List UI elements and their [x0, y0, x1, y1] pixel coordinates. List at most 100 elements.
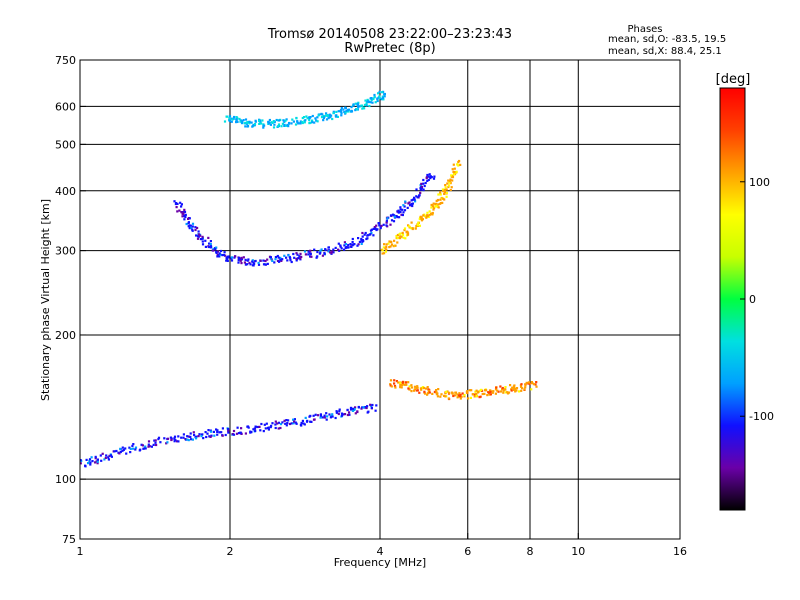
echo-point: [289, 259, 292, 262]
echo-point: [362, 406, 365, 409]
echo-point: [242, 119, 245, 122]
echo-point: [302, 422, 305, 425]
echo-point: [357, 106, 360, 109]
echo-point: [218, 255, 221, 258]
echo-point: [235, 121, 238, 124]
echo-point: [265, 422, 268, 425]
echo-point: [319, 416, 322, 419]
echo-point: [323, 414, 326, 417]
echo-point: [389, 223, 392, 226]
echo-point: [401, 231, 404, 234]
echo-point: [451, 176, 455, 179]
echo-point: [301, 121, 304, 125]
echo-point: [416, 385, 419, 388]
echo-point: [324, 114, 327, 117]
echo-point: [340, 247, 343, 250]
echo-point: [369, 233, 372, 236]
echo-point: [330, 251, 333, 255]
echo-point: [477, 390, 480, 393]
echo-point: [323, 416, 326, 419]
echo-point: [337, 248, 340, 251]
echo-point: [239, 119, 242, 122]
echo-point: [195, 437, 198, 440]
echo-point: [292, 422, 295, 425]
echo-point: [201, 240, 204, 243]
echo-point: [475, 392, 478, 395]
echo-point: [246, 125, 250, 128]
echo-point: [350, 245, 353, 248]
echo-point: [344, 243, 347, 246]
echo-point: [231, 433, 234, 436]
echo-point: [239, 259, 242, 262]
echo-point: [354, 102, 357, 105]
echo-point: [228, 117, 231, 120]
echo-point: [488, 393, 491, 396]
echo-point: [502, 391, 505, 394]
echo-point: [357, 243, 360, 246]
echo-point: [399, 210, 402, 214]
echo-point: [445, 191, 448, 194]
echo-point: [232, 117, 235, 120]
echo-point: [227, 255, 230, 258]
echo-point: [107, 458, 110, 461]
echo-point: [291, 118, 294, 121]
echo-point: [283, 123, 286, 126]
echo-point: [512, 385, 515, 388]
echo-point: [194, 228, 197, 232]
echo-point: [449, 188, 452, 192]
echo-point: [303, 116, 306, 119]
echo-point: [129, 447, 132, 450]
echo-point: [214, 248, 217, 251]
echo-point: [408, 201, 411, 204]
echo-point: [182, 433, 185, 436]
echo-point: [360, 237, 363, 241]
echo-point: [143, 447, 146, 450]
echo-point: [410, 390, 413, 393]
echo-point: [432, 202, 435, 205]
echo-point: [257, 263, 261, 266]
echo-point: [216, 250, 219, 253]
chart-title: Tromsø 20140508 23:22:00–23:23:43: [267, 27, 512, 42]
echo-point: [87, 462, 90, 465]
echo-point: [109, 454, 113, 457]
echo-point: [428, 391, 431, 394]
echo-point: [195, 234, 198, 237]
echo-point: [530, 381, 533, 385]
echo-point: [328, 249, 331, 252]
x-axis-ticks: 1 2 4 6 8 10 16: [77, 533, 687, 558]
echo-point: [212, 249, 215, 252]
echo-point: [459, 395, 462, 398]
echo-point: [197, 230, 200, 233]
echo-point: [189, 435, 192, 438]
echo-point: [401, 208, 404, 211]
echo-point: [188, 224, 191, 227]
echo-point: [305, 115, 308, 118]
echo-point: [403, 205, 406, 208]
echo-point: [394, 386, 397, 389]
echo-point: [251, 264, 254, 267]
echo-point: [473, 395, 476, 398]
echo-point: [351, 409, 354, 412]
echo-point: [198, 433, 201, 436]
echo-point: [367, 100, 370, 103]
echo-point: [535, 381, 538, 384]
y-axis-ticks: 75 100 200 300 400 500 600 750: [55, 54, 86, 546]
echo-point: [535, 385, 538, 388]
echo-point: [518, 390, 521, 393]
echo-point: [309, 414, 312, 417]
echo-point: [108, 454, 111, 457]
echo-point: [184, 213, 187, 216]
echo-point: [237, 259, 240, 262]
echo-point: [407, 387, 410, 390]
echo-point: [427, 178, 430, 181]
echo-point: [332, 248, 335, 251]
echo-point: [249, 431, 252, 434]
echo-point: [514, 388, 517, 391]
echo-point: [343, 241, 346, 244]
echo-point: [246, 425, 249, 428]
echo-point: [284, 119, 287, 122]
echo-point: [426, 173, 429, 177]
echo-point: [246, 263, 249, 266]
echo-point: [427, 390, 430, 393]
echo-point: [406, 232, 410, 235]
